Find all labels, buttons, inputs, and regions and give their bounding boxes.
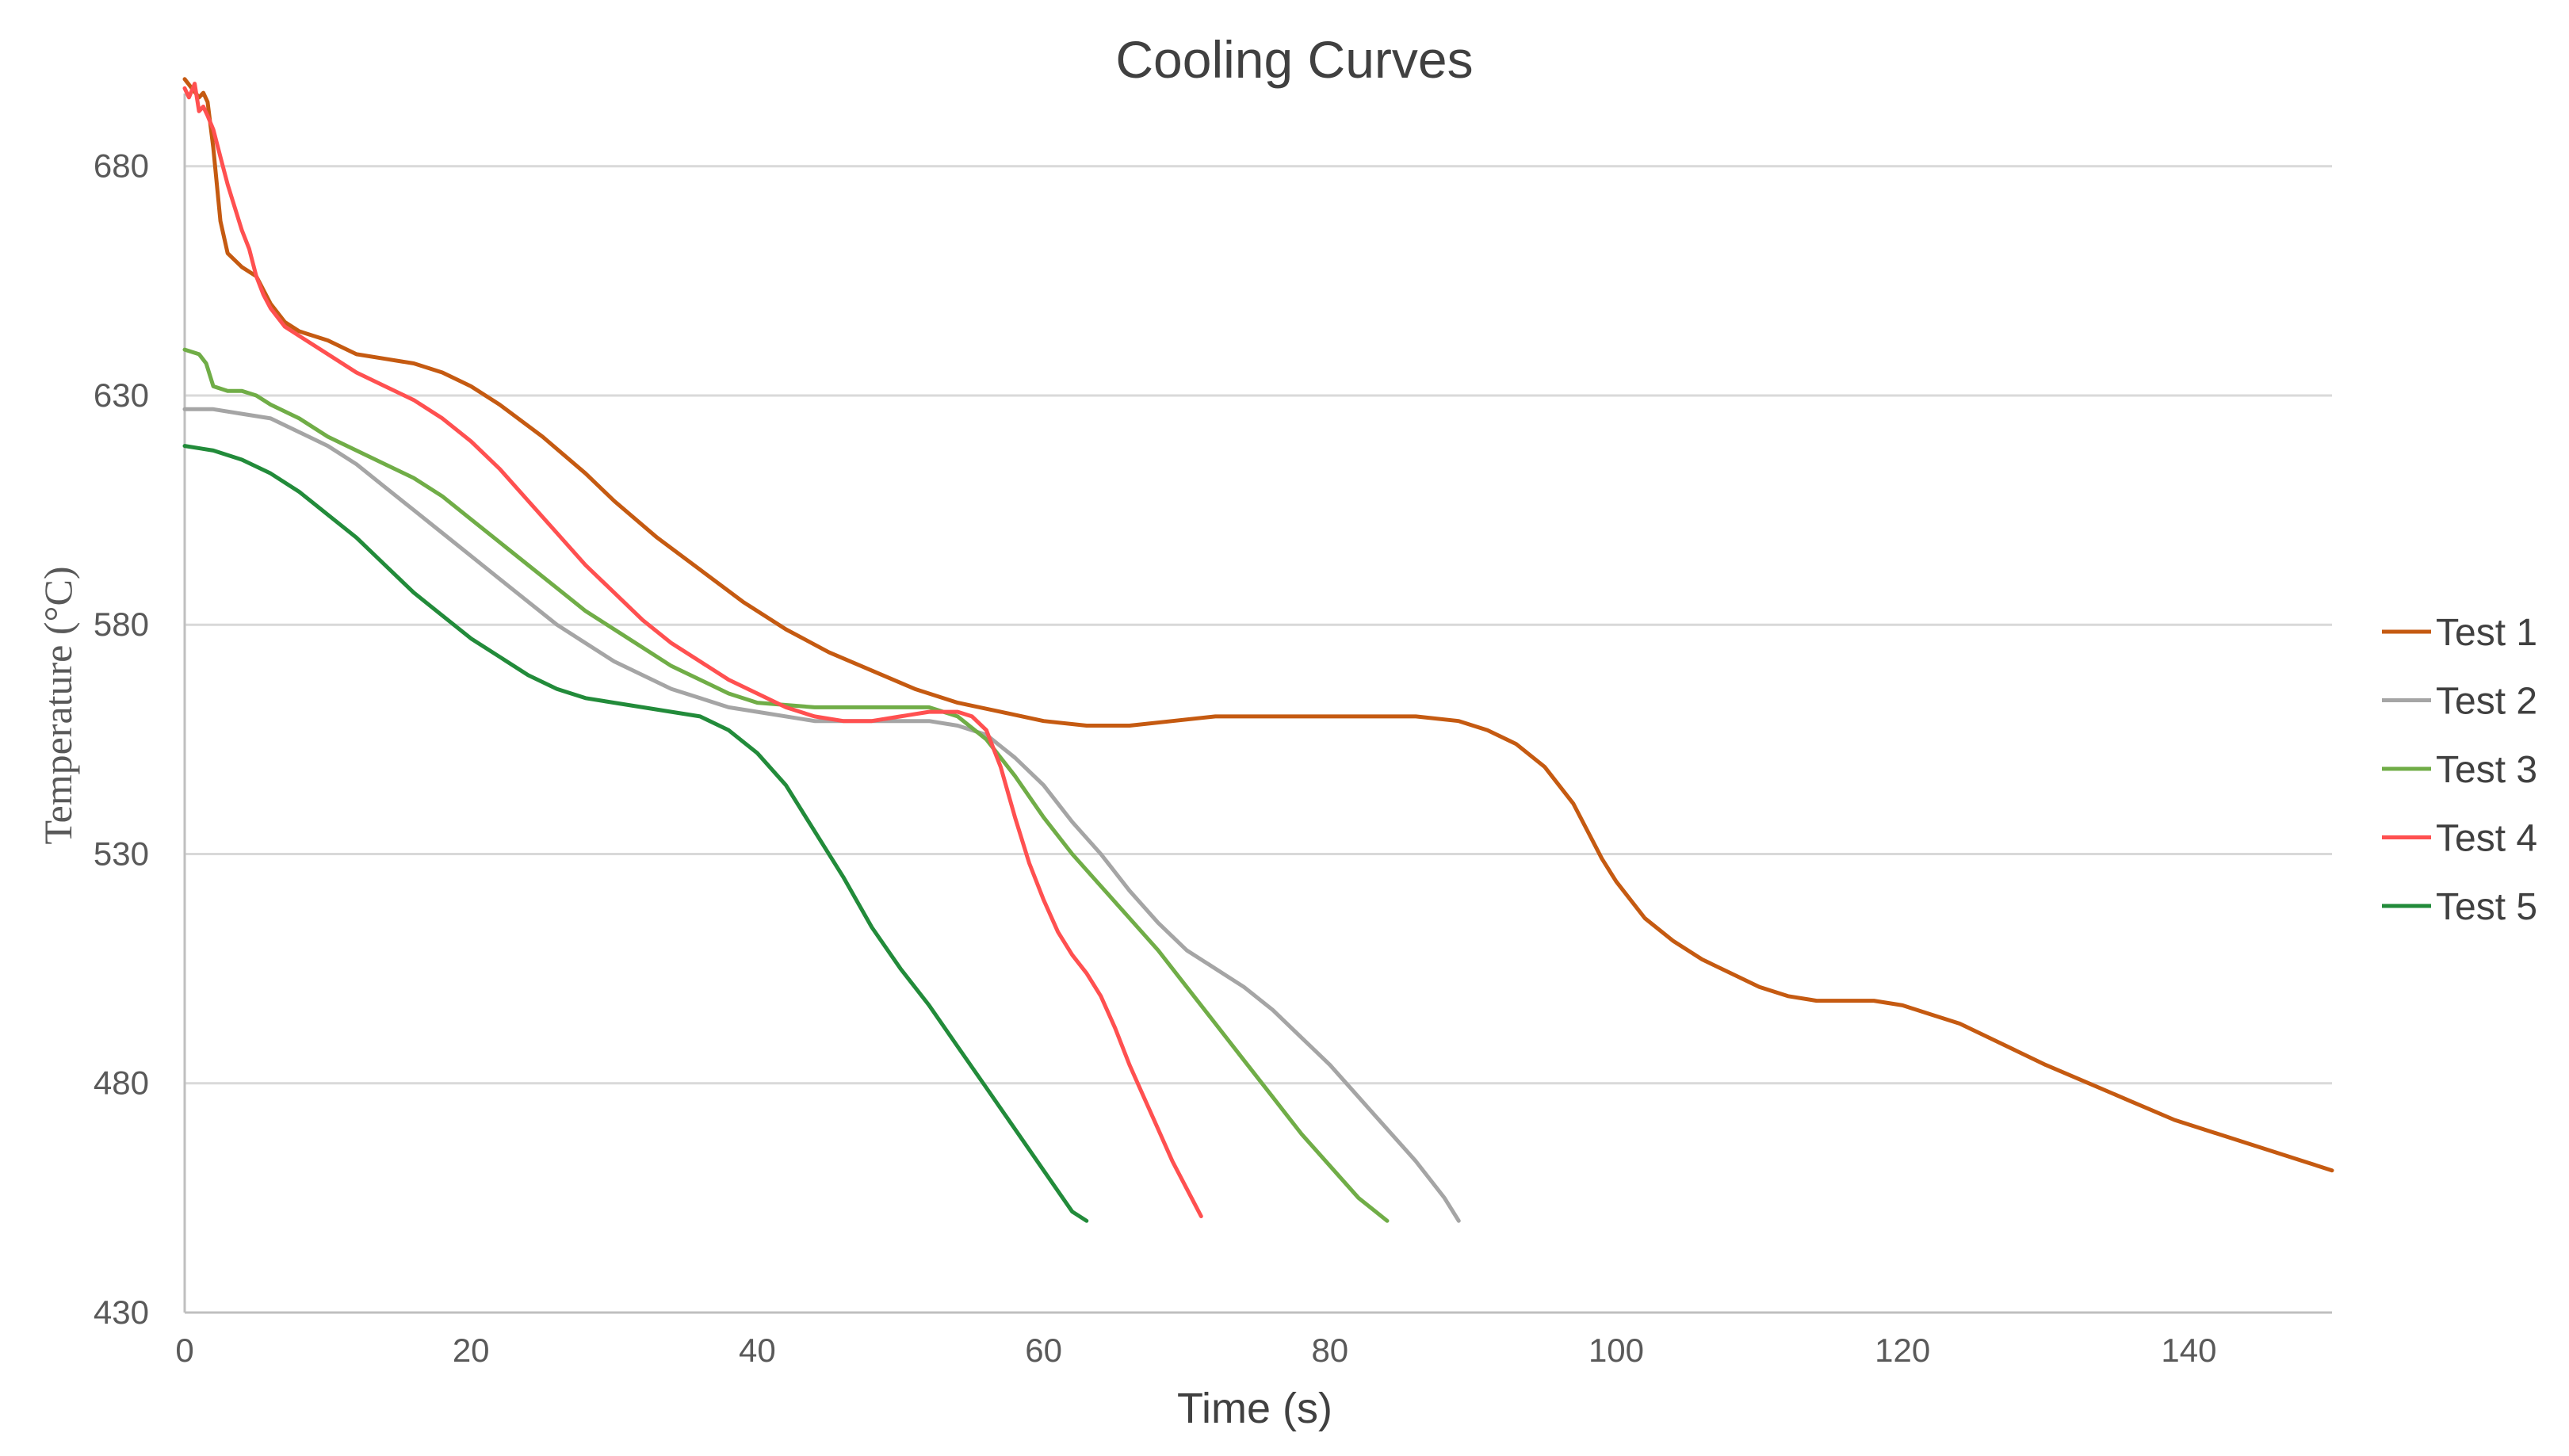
y-tick-label: 680 xyxy=(94,147,149,185)
x-tick-label: 100 xyxy=(1588,1332,1644,1369)
y-tick-label: 630 xyxy=(94,376,149,414)
y-axis-label: Temperature (°C) xyxy=(36,566,80,844)
x-tick-label: 0 xyxy=(175,1332,193,1369)
x-tick-label: 120 xyxy=(1875,1332,1930,1369)
series-line-test-1 xyxy=(182,77,2334,1173)
legend-label-test-1: Test 1 xyxy=(2436,612,2537,654)
tick-labels: 0 20 40 60 80 100 120 140 430 480 530 580 630 680 xyxy=(94,147,2217,1369)
gridlines xyxy=(185,165,2332,1085)
x-tick-label: 140 xyxy=(2161,1332,2216,1369)
series-line-test-3 xyxy=(182,347,1390,1223)
series-line-test-5 xyxy=(182,444,1089,1223)
y-tick-label: 530 xyxy=(94,835,149,872)
series-lines xyxy=(182,77,2334,1223)
legend-label-test-4: Test 4 xyxy=(2436,818,2537,860)
legend-label-test-3: Test 3 xyxy=(2436,749,2537,791)
x-tick-label: 60 xyxy=(1025,1332,1062,1369)
y-tick-label: 480 xyxy=(94,1064,149,1102)
series-line-test-2 xyxy=(182,407,1461,1223)
legend-label-test-2: Test 2 xyxy=(2436,681,2537,723)
legend-label-test-5: Test 5 xyxy=(2436,886,2537,928)
axes xyxy=(183,94,2332,1314)
x-axis-label: Time (s) xyxy=(1177,1385,1332,1432)
series-line-test-4 xyxy=(182,82,1203,1218)
chart-title: Cooling Curves xyxy=(1115,30,1473,89)
x-tick-label: 20 xyxy=(453,1332,490,1369)
y-tick-label: 430 xyxy=(94,1294,149,1331)
legend: Test 1 Test 2 Test 3 Test 4 Test 5 xyxy=(2382,612,2537,928)
x-tick-label: 80 xyxy=(1311,1332,1348,1369)
x-tick-label: 40 xyxy=(739,1332,776,1369)
y-tick-label: 580 xyxy=(94,606,149,643)
